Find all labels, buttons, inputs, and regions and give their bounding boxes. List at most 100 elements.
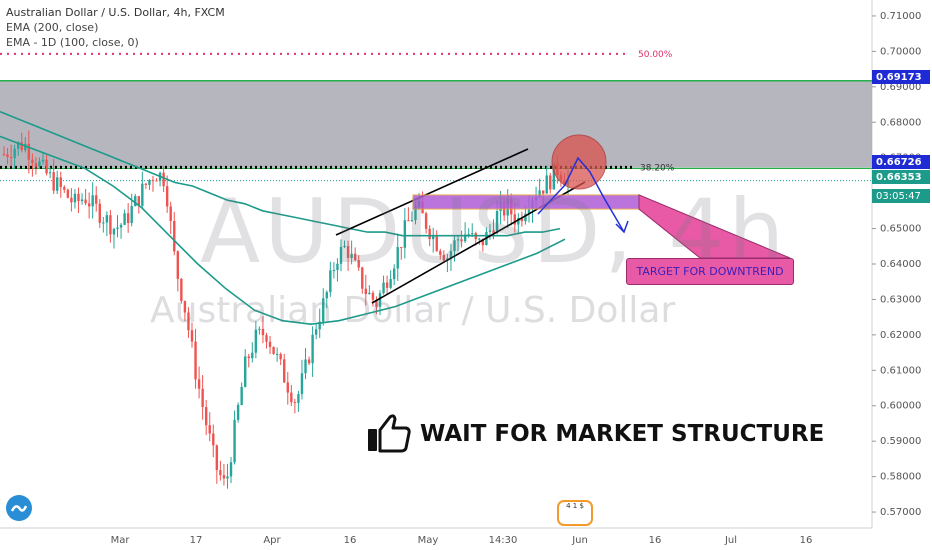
candle-body: [520, 218, 524, 222]
candle-body: [258, 328, 261, 330]
candle-body: [453, 240, 456, 252]
candle-body: [20, 142, 23, 150]
candle-body: [400, 247, 403, 249]
candle-body: [208, 425, 211, 434]
candle-body: [283, 359, 286, 383]
candle-body: [226, 476, 229, 479]
x-tick-label: Mar: [111, 535, 131, 546]
candle-body: [130, 206, 133, 224]
resistance-band: 50.00% 38.20%: [0, 50, 872, 182]
y-tick-label: 0.59000: [880, 436, 921, 447]
candle-body: [87, 203, 91, 207]
candle-body: [545, 175, 548, 194]
chart-title: Australian Dollar / U.S. Dollar, 4h, FXC…: [6, 6, 225, 19]
candle-body: [424, 213, 428, 229]
ema1d-line: [0, 135, 566, 326]
candle-body: [325, 292, 328, 299]
projection-path: [537, 156, 625, 233]
price-axis: 0.710000.700000.690000.680000.670000.660…: [872, 11, 921, 518]
candle-body: [332, 269, 336, 271]
tradingview-logo-icon[interactable]: [6, 495, 32, 521]
candle-body: [300, 373, 304, 395]
candles: [2, 130, 570, 489]
candle-body: [407, 220, 410, 222]
candle-body: [148, 180, 151, 185]
candle-body: [215, 445, 219, 471]
candle-body: [375, 299, 378, 307]
candle-body: [66, 189, 70, 198]
candle-body: [492, 230, 495, 234]
candle-body: [432, 235, 435, 240]
candle-body: [389, 279, 392, 288]
candle-body: [314, 329, 318, 335]
candle-body: [297, 394, 300, 403]
candle-body: [98, 203, 101, 223]
time-axis: Mar 17 Apr 16 May 14:30 Jun 16 Jul 16: [111, 535, 813, 546]
fib-382-label: 38.20%: [640, 163, 675, 173]
candle-body: [513, 214, 516, 225]
candle-body: [144, 183, 148, 185]
candle-body: [169, 206, 172, 221]
x-tick-label: 17: [190, 535, 203, 546]
price-tag-fib: 0.66726: [872, 155, 930, 169]
y-tick-label: 0.62000: [880, 330, 921, 341]
candle-body: [350, 253, 353, 258]
candle-body: [109, 215, 112, 235]
y-tick-label: 0.71000: [880, 11, 921, 22]
candle-body: [194, 341, 197, 380]
candle-body: [371, 292, 375, 300]
candle-body: [16, 142, 20, 149]
candle-body: [481, 238, 485, 246]
candle-body: [410, 220, 414, 222]
candle-body: [311, 334, 314, 364]
candle-body: [84, 199, 87, 204]
candle-body: [495, 211, 499, 234]
ema200-line: [0, 110, 561, 237]
candle-body: [251, 352, 254, 359]
candle-body: [293, 402, 297, 404]
candle-body: [329, 270, 332, 293]
candle-body: [48, 172, 52, 174]
candle-body: [165, 186, 169, 207]
candle-body: [38, 161, 41, 167]
candle-body: [552, 163, 556, 190]
candle-body: [173, 220, 176, 252]
x-tick-label: 16: [649, 535, 662, 546]
candle-body: [141, 183, 144, 206]
candle-body: [272, 346, 275, 354]
candle-body: [478, 238, 481, 240]
events-badge[interactable]: 4 1 $: [557, 500, 593, 526]
ema200-legend[interactable]: EMA (200, close): [6, 21, 99, 34]
candle-body: [254, 329, 258, 353]
candle-body: [275, 353, 279, 355]
candle-body: [229, 462, 233, 477]
candle-body: [102, 222, 105, 224]
y-tick-label: 0.60000: [880, 401, 921, 412]
candle-body: [13, 148, 16, 159]
candle-body: [322, 298, 325, 322]
candle-body: [63, 187, 66, 190]
candle-body: [265, 335, 268, 342]
candle-body: [460, 239, 463, 242]
y-tick-label: 0.61000: [880, 365, 921, 376]
candle-body: [517, 218, 520, 225]
candle-body: [233, 419, 236, 463]
candle-body: [187, 312, 190, 331]
x-tick-label: 16: [344, 535, 357, 546]
candle-body: [382, 282, 385, 294]
y-tick-label: 0.70000: [880, 46, 921, 57]
candle-body: [123, 213, 126, 225]
candle-body: [527, 209, 531, 214]
x-tick-label: Apr: [263, 535, 281, 546]
candle-body: [180, 278, 183, 301]
candle-body: [41, 159, 45, 162]
candle-body: [183, 300, 187, 313]
candle-body: [201, 388, 204, 408]
ema1d-legend[interactable]: EMA - 1D (100, close, 0): [6, 36, 139, 49]
candle-body: [524, 213, 527, 222]
candle-body: [541, 190, 545, 194]
candle-body: [435, 235, 438, 251]
candle-body: [403, 220, 407, 248]
candle-body: [73, 193, 77, 203]
candle-body: [488, 230, 492, 232]
